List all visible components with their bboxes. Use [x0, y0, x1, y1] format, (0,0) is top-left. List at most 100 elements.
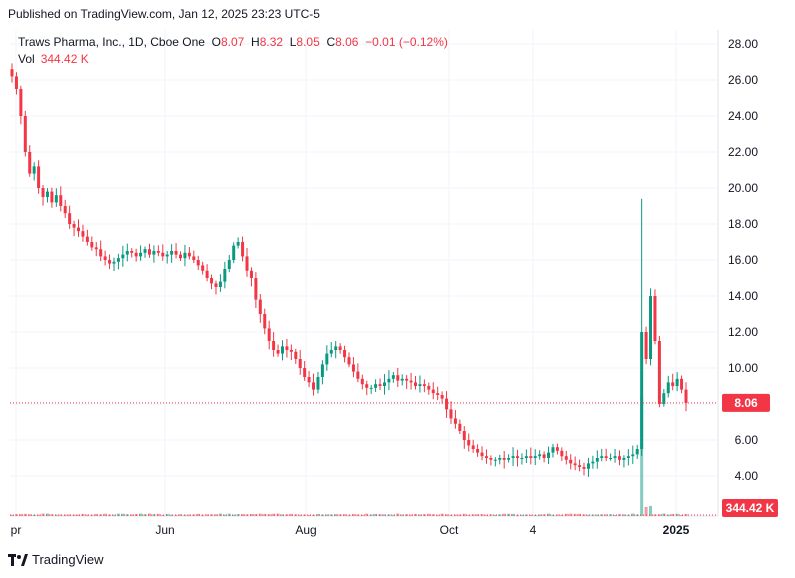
candle-body	[538, 454, 542, 457]
candle-body	[81, 231, 85, 237]
candle-body	[489, 458, 493, 460]
volume-bar	[418, 514, 422, 516]
volume-bar	[449, 514, 453, 516]
candle-body	[582, 467, 586, 469]
candle-body	[418, 384, 422, 386]
candle-body	[569, 459, 573, 464]
candle-body	[205, 270, 209, 278]
volume-bar	[360, 514, 364, 516]
candle-body	[622, 458, 626, 460]
x-tick-label: Aug	[295, 523, 316, 537]
candle-body	[179, 254, 182, 259]
candle-body	[405, 378, 409, 381]
volume-bar	[680, 514, 684, 516]
candle-body	[502, 458, 506, 460]
volume-bar	[298, 514, 302, 516]
candle-body	[387, 378, 391, 383]
x-tick-label: Jun	[155, 523, 174, 537]
candle-body	[201, 265, 205, 271]
x-tick-label: Oct	[440, 523, 459, 537]
candle-body	[560, 450, 564, 457]
candle-body	[32, 166, 36, 174]
volume-bar	[640, 396, 644, 516]
volume-bar	[85, 514, 89, 516]
legend-change: −0.01 (−0.12%)	[365, 35, 448, 49]
candle-body	[684, 389, 688, 403]
candle-body	[369, 387, 373, 389]
y-tick-label: 26.00	[728, 73, 758, 87]
volume-bar	[547, 513, 551, 516]
candle-body	[453, 418, 457, 424]
y-tick-label: 6.00	[735, 433, 759, 447]
candle-body	[640, 332, 644, 449]
candle-body	[511, 456, 515, 458]
candle-body	[343, 350, 347, 358]
candle-body	[19, 89, 23, 116]
candle-body	[329, 350, 333, 354]
candle-body	[267, 328, 271, 341]
volume-bar	[103, 513, 107, 516]
y-tick-label: 22.00	[728, 145, 758, 159]
volume-bar	[276, 513, 280, 516]
volume-bar	[555, 514, 559, 516]
legend-close-label: C	[326, 35, 336, 49]
candle-body	[174, 251, 178, 255]
candle-body	[649, 296, 653, 359]
legend-low-label: L	[289, 35, 297, 49]
volume-bar	[560, 514, 564, 516]
volume-bar	[28, 514, 32, 516]
volume-bar	[161, 514, 165, 516]
candle-body	[214, 283, 218, 287]
volume-bar	[484, 514, 488, 516]
candle-body	[609, 458, 613, 459]
volume-bar	[10, 514, 14, 516]
candle-body	[644, 332, 648, 359]
volume-bar	[223, 514, 227, 516]
candle-body	[476, 449, 480, 453]
candle-body	[183, 252, 187, 259]
candle-body	[63, 206, 67, 214]
volume-bar	[573, 513, 577, 516]
volume-bar	[649, 505, 653, 516]
candle-body	[196, 260, 200, 266]
candle-body	[671, 382, 675, 386]
volume-bar	[254, 513, 258, 516]
candle-body	[285, 346, 289, 350]
volume-bar	[68, 514, 72, 516]
y-tick-label: 10.00	[728, 361, 758, 375]
candle-body	[631, 454, 635, 457]
volume-bar	[139, 513, 143, 516]
candle-body	[409, 380, 413, 383]
candle-body	[436, 393, 440, 395]
volume-bar	[59, 514, 63, 516]
candle-body	[187, 252, 191, 257]
volume-bar	[267, 514, 271, 516]
volume-bar	[249, 514, 253, 516]
candle-body	[23, 116, 27, 152]
volume-bar	[391, 514, 395, 516]
footer-brand[interactable]: TradingView	[8, 552, 104, 567]
volume-bar	[121, 513, 125, 516]
volume-bar	[72, 514, 76, 516]
volume-bar	[179, 514, 182, 516]
volume-bar	[458, 514, 462, 516]
volume-bar	[467, 514, 471, 516]
tradingview-logo-icon	[8, 553, 28, 566]
candle-body	[542, 454, 546, 458]
candle-body	[431, 389, 435, 394]
candle-body	[134, 252, 138, 257]
candle-body	[28, 152, 32, 174]
candle-body	[586, 463, 590, 469]
candle-body	[595, 458, 599, 462]
candle-body	[484, 456, 488, 458]
chart-legend: Traws Pharma, Inc., 1D, Cboe One O8.07 H…	[18, 35, 448, 49]
legend-open-label: O	[211, 35, 221, 49]
last-price-label: 8.06	[734, 396, 758, 410]
volume-bar	[77, 514, 81, 516]
candle-body	[520, 458, 524, 459]
candle-body	[573, 463, 577, 466]
candle-body	[161, 252, 165, 257]
volume-bar	[644, 506, 648, 516]
volume-bar	[272, 513, 276, 516]
